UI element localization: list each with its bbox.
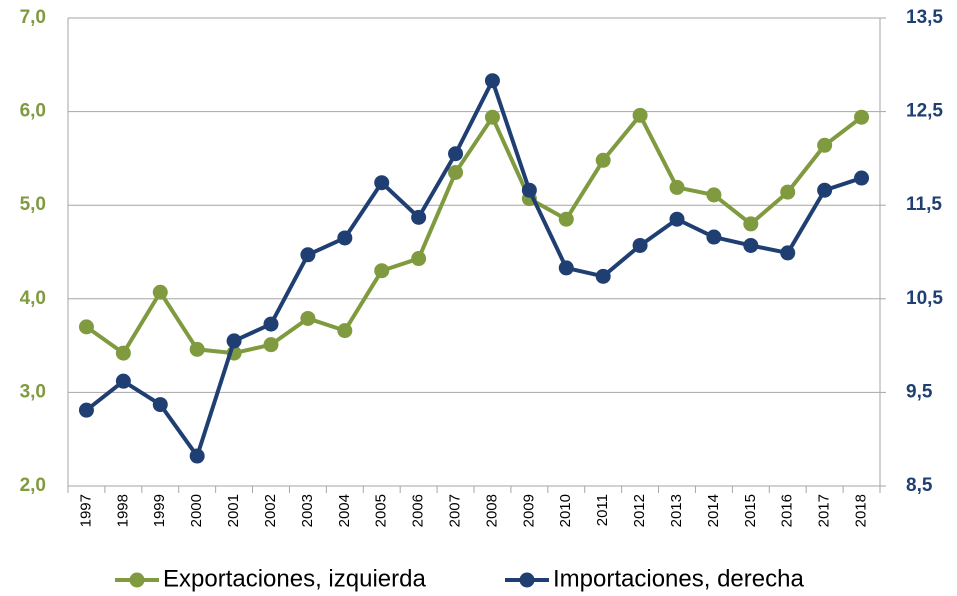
x-tick-label: 2015 [742, 494, 759, 527]
x-tick-label: 2013 [668, 494, 685, 527]
legend-marker [519, 572, 535, 588]
series-marker [448, 146, 464, 162]
legend-label: Exportaciones, izquierda [163, 565, 426, 592]
series-marker [484, 73, 500, 89]
series-marker [706, 229, 722, 245]
series-marker [743, 216, 759, 232]
y2-tick-label: 12,5 [906, 101, 943, 122]
x-tick-label: 2008 [483, 494, 500, 527]
series-marker [632, 107, 648, 123]
x-tick-label: 2004 [336, 494, 353, 527]
series-marker [152, 284, 168, 300]
x-tick-label: 2003 [299, 494, 316, 527]
series-marker [817, 182, 833, 198]
y-tick-label: 3,0 [20, 381, 46, 402]
series-marker [669, 179, 685, 195]
series-marker [854, 170, 870, 186]
x-tick-label: 2005 [373, 494, 390, 527]
series-marker [226, 333, 242, 349]
series-marker [115, 345, 131, 361]
x-tick-label: 2016 [779, 494, 796, 527]
series-marker [337, 323, 353, 339]
series-marker [374, 263, 390, 279]
series-marker [632, 237, 648, 253]
series-marker [189, 448, 205, 464]
x-tick-label: 2001 [225, 494, 242, 527]
series-marker [558, 260, 574, 276]
series-marker [337, 230, 353, 246]
series-marker [595, 152, 611, 168]
x-tick-label: 2002 [262, 494, 279, 527]
x-tick-label: 2012 [631, 494, 648, 527]
legend-marker [129, 572, 145, 588]
y2-tick-label: 11,5 [906, 194, 942, 215]
series-marker [743, 237, 759, 253]
series-marker [263, 316, 279, 332]
series-marker [521, 182, 537, 198]
series-marker [78, 319, 94, 335]
series-marker [448, 164, 464, 180]
x-tick-label: 2007 [447, 494, 464, 527]
series-marker [558, 211, 574, 227]
y-tick-label: 2,0 [20, 475, 46, 496]
series-marker [780, 184, 796, 200]
series-marker [263, 337, 279, 353]
y-tick-label: 5,0 [20, 194, 46, 215]
x-tick-label: 1997 [77, 494, 94, 527]
x-tick-label: 2011 [594, 494, 611, 526]
y2-tick-label: 13,5 [906, 7, 943, 28]
x-tick-label: 1998 [114, 494, 131, 527]
x-tick-label: 2017 [816, 494, 833, 527]
series-marker [152, 397, 168, 413]
y-tick-label: 6,0 [20, 101, 46, 122]
x-tick-label: 2000 [188, 494, 205, 527]
x-tick-label: 2014 [705, 494, 722, 527]
series-marker [706, 187, 722, 203]
series-marker [854, 109, 870, 125]
series-marker [115, 373, 131, 389]
legend-label: Importaciones, derecha [553, 565, 804, 592]
series-marker [411, 209, 427, 225]
series-marker [374, 175, 390, 191]
series-marker [669, 211, 685, 227]
series-marker [189, 341, 205, 357]
series-line [85, 113, 863, 356]
series-marker [780, 245, 796, 261]
series-marker [78, 402, 94, 418]
series-line [85, 78, 863, 459]
x-tick-label: 2009 [520, 494, 537, 527]
series-marker [300, 247, 316, 263]
x-tick-label: 2010 [557, 494, 574, 527]
y-tick-label: 4,0 [20, 288, 46, 309]
series-marker [595, 268, 611, 284]
y-tick-label: 7,0 [20, 7, 46, 28]
x-tick-label: 2018 [853, 494, 870, 527]
series-marker [817, 137, 833, 153]
y2-tick-label: 8,5 [906, 475, 933, 496]
series-marker [300, 310, 316, 326]
y2-tick-label: 10,5 [906, 288, 943, 309]
x-tick-label: 1999 [151, 494, 168, 527]
series-marker [411, 251, 427, 267]
y2-tick-label: 9,5 [906, 381, 933, 402]
series-marker [484, 109, 500, 125]
x-tick-label: 2006 [410, 494, 427, 527]
